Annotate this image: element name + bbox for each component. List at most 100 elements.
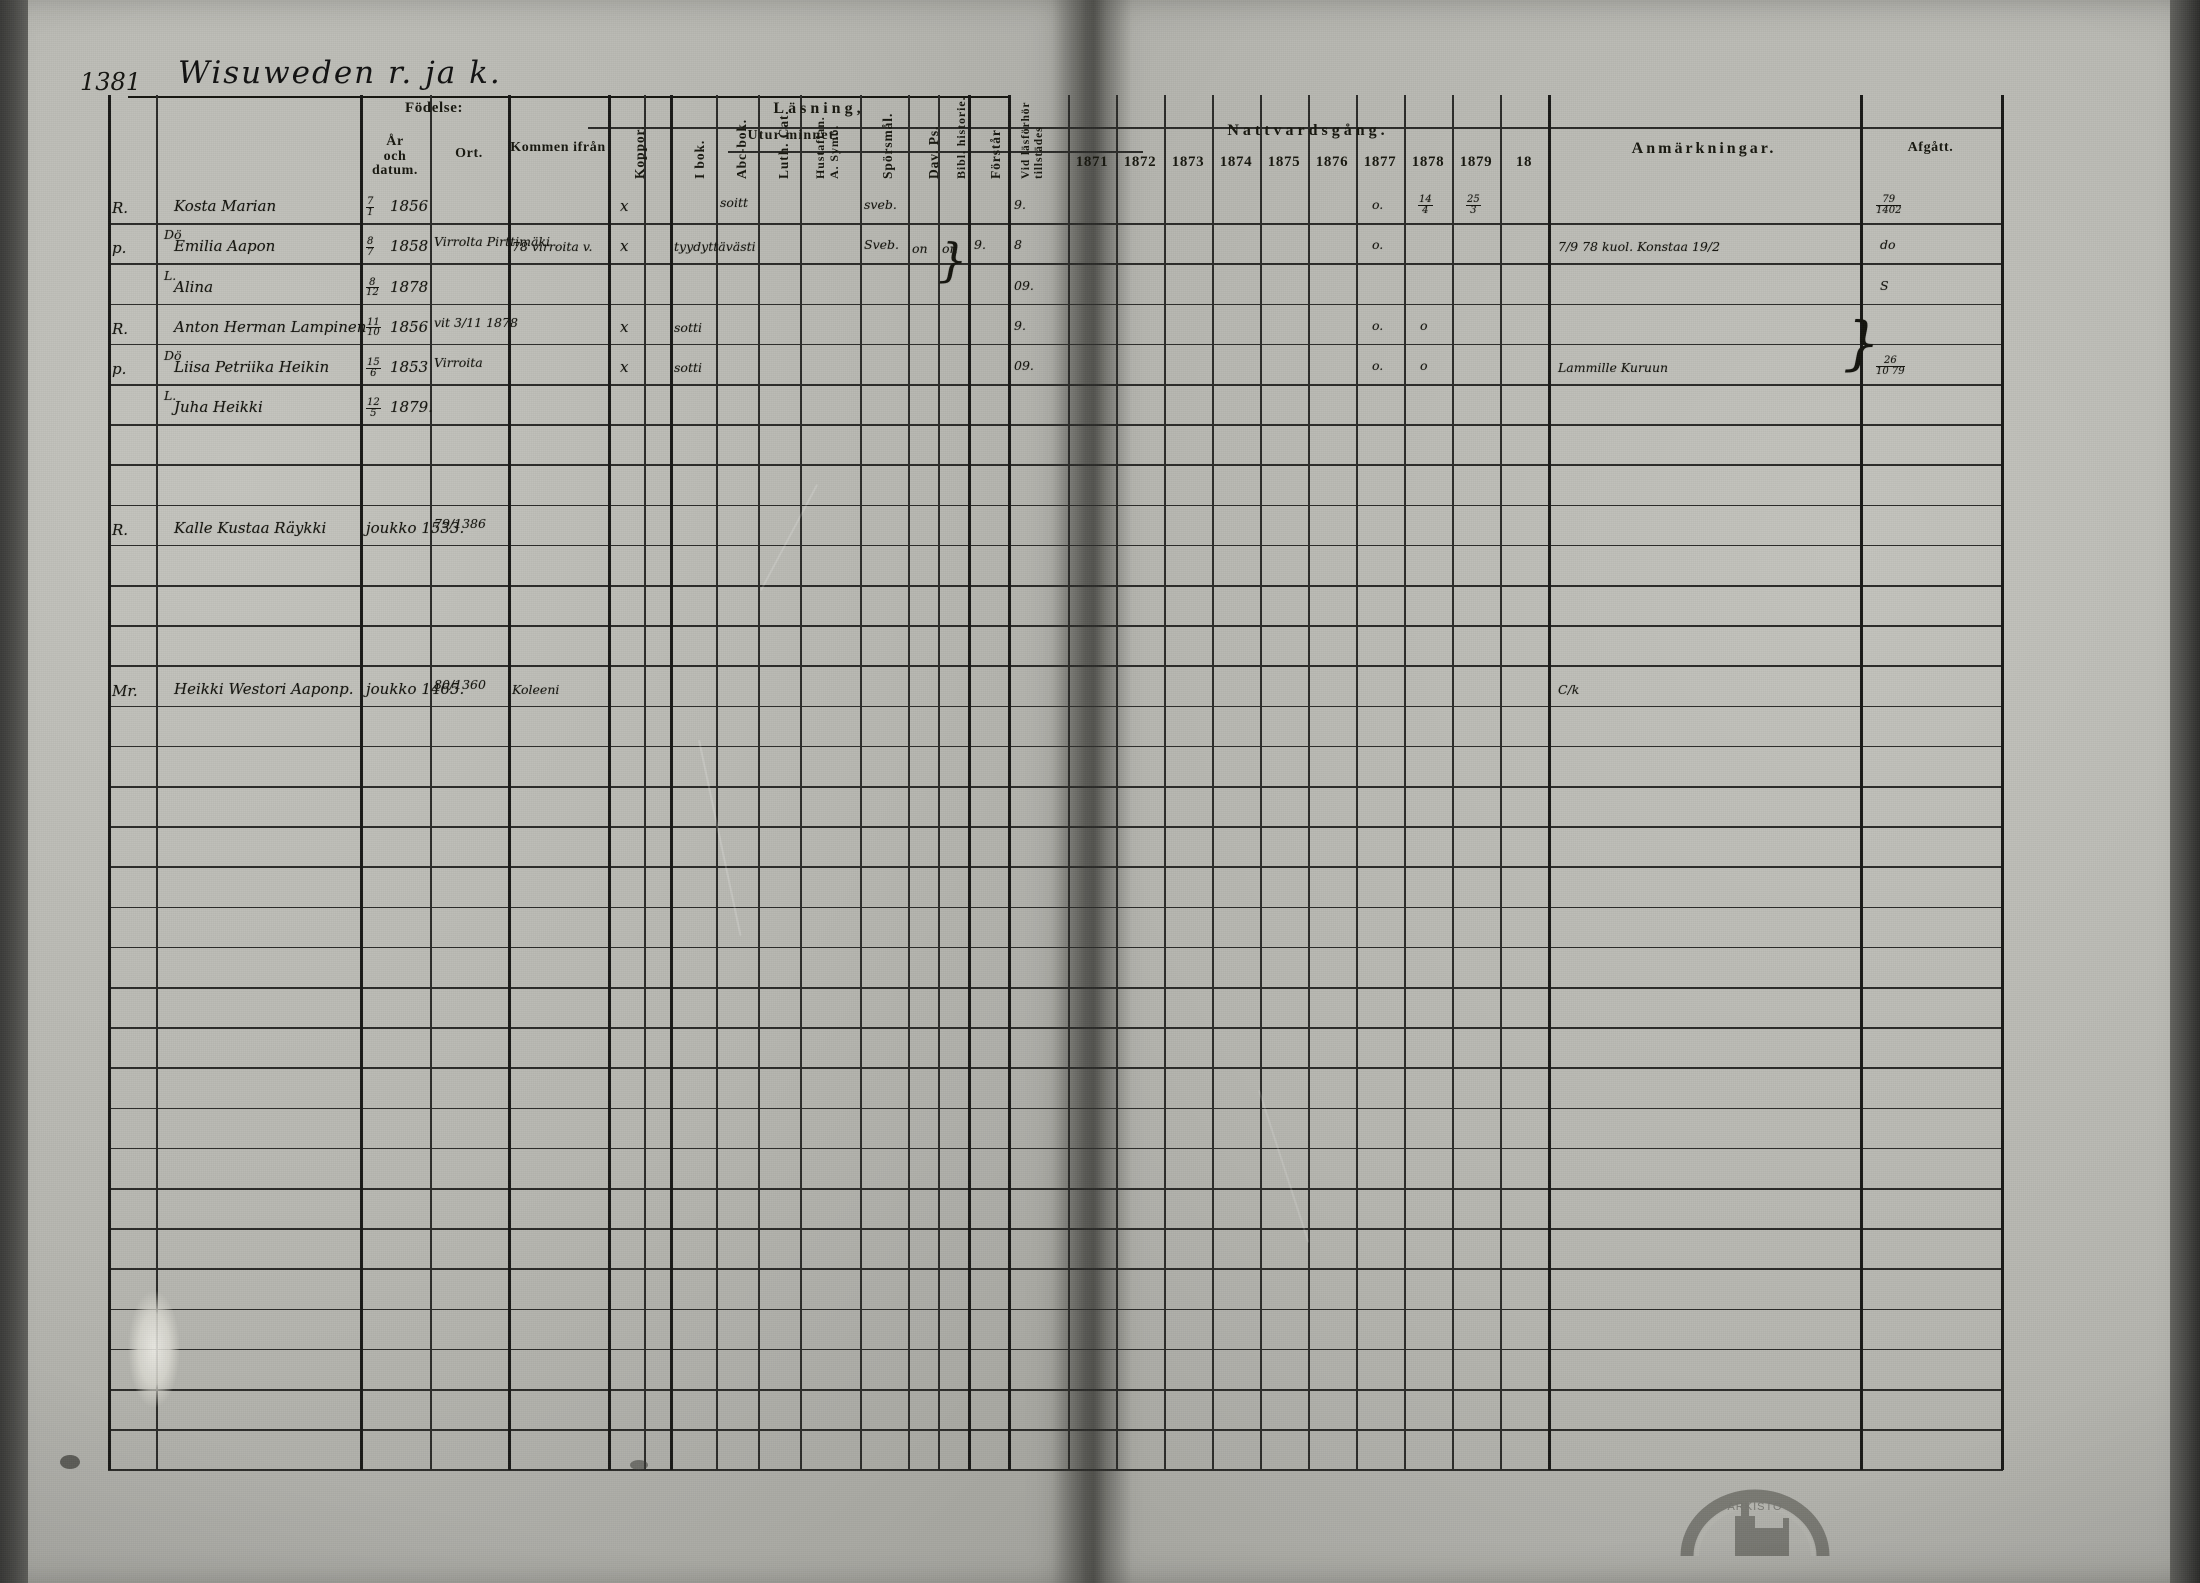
page-heading-handwritten: Wisuweden r. ja k. [178,55,502,91]
header-fodelse: Födelse: [404,100,464,116]
grid-hline [108,303,2003,306]
grid-hline [108,1469,2003,1471]
header-forstar: Förstår [988,129,1003,179]
grid-hline [108,1027,2003,1029]
grid-hline [108,464,2003,466]
handwritten-entry: Kalle Kustaa Räykki [174,518,327,537]
grid-hline [108,585,2003,587]
handwritten-entry: Lammille Kuruun [1558,360,1669,375]
grid-vline-year [1164,95,1166,1470]
grid-hline [108,223,2003,225]
grid-hline [588,127,2003,129]
handwritten-entry: tyydyttävästi [674,239,756,255]
handwritten-fraction: 15 6 [366,357,381,379]
grid-vline [670,95,673,1470]
paper-speck [630,1460,648,1470]
grid-hline [108,866,2003,868]
handwritten-entry: o. [1372,317,1384,333]
handwritten-entry: sveb. [864,197,897,213]
grid-vline-year [1500,95,1502,1470]
grid-vline [430,95,432,1470]
grid-hline [728,151,1143,153]
handwritten-entry: o [1420,358,1428,373]
handwritten-entry: Dö [164,227,182,243]
handwritten-entry: x [620,358,629,376]
handwritten-entry: soitt [720,195,748,211]
grid-hline [108,1067,2003,1069]
grid-hline [108,665,2003,667]
grid-vline-year [1260,95,1262,1470]
header-koppor: Koppor. [632,125,647,179]
grid-hline [108,1147,2003,1150]
grid-hline [108,1389,2003,1391]
header-year-1874: 1874 [1219,154,1253,170]
header-year-1871: 1871 [1075,154,1109,170]
paper-damage [128,1290,180,1408]
header-i-bok: I bok. [692,139,707,179]
handwritten-entry: o [1420,317,1428,333]
header-vid-lasforhor: Vid läsförhör tillstädes [1020,101,1046,179]
handwritten-entry: 79/1386 [434,515,486,531]
handwritten-entry: x [620,197,629,216]
grid-hline [108,263,2003,265]
grid-hline [108,544,2003,547]
brace-glyph: } [1843,308,1880,377]
handwritten-entry: 1853 [390,358,429,376]
handwritten-entry: Juha Heikki [174,398,263,417]
grid-vline [2001,95,2004,1470]
header-year-1879: 1879 [1459,154,1493,170]
handwritten-fraction: 14 4 [1418,194,1433,216]
grid-vline-year [1308,95,1310,1470]
handwritten-entry: 1856 [390,317,429,336]
handwritten-fraction: 11 10 [366,316,381,339]
handwritten-entry: x [620,317,629,336]
grid-vline [508,95,511,1470]
handwritten-entry: 78 virroita v. [512,239,593,255]
grid-vline [800,95,802,1470]
grid-hline [108,1308,2003,1311]
grid-vline [1008,95,1011,1470]
handwritten-entry: 9. [1014,317,1026,333]
grid-hline [108,1429,2003,1431]
grid-hline [108,826,2003,828]
handwritten-entry: R. [112,520,129,539]
header-ar-datum: År och datum. [372,134,418,179]
header-year-1878: 1878 [1411,154,1445,170]
grid-vline [644,95,646,1470]
handwritten-entry: Kosta Marian [174,197,277,216]
handwritten-entry: R. [112,199,129,218]
header-anmarkningar: Anmärkningar. [1631,140,1777,157]
grid-hline [108,1268,2003,1270]
grid-vline [968,95,971,1470]
header-year-1876: 1876 [1315,154,1349,170]
handwritten-entry: Alina [174,277,214,296]
handwritten-fraction: 26 10 79 [1876,355,1905,377]
brace-glyph: } [938,233,968,288]
grid-vline-year [1404,95,1406,1470]
header-abc-bok: Abc-bok. [734,118,749,179]
grid-vline-year [1116,95,1118,1470]
handwritten-entry: on [942,241,958,257]
handwritten-entry: 8 [1014,237,1022,253]
header-dav-ps: Dav. Ps. [926,125,941,179]
handwritten-entry: Virroita [434,355,483,370]
header-hustaflan: Hustaflan. A. Symb. [813,116,841,179]
handwritten-fraction: 8 12 [366,276,379,299]
handwritten-entry: Sveb. [864,237,899,253]
grid-vline [938,95,940,1470]
grid-hline [108,906,2003,909]
handwritten-entry: Mr. [112,681,138,700]
handwritten-entry: o. [1372,197,1384,213]
grid-hline [108,1107,2003,1110]
grid-vline [108,95,111,1470]
handwritten-entry: S [1880,277,1889,293]
header-luth-cat: Luth. Cat. [776,110,791,179]
grid-hline [108,987,2003,989]
grid-hline [108,1228,2003,1230]
grid-vline [758,95,760,1470]
heading-underline [128,96,1008,98]
header-year-1873: 1873 [1171,154,1205,170]
handwritten-entry: p. [112,239,127,258]
